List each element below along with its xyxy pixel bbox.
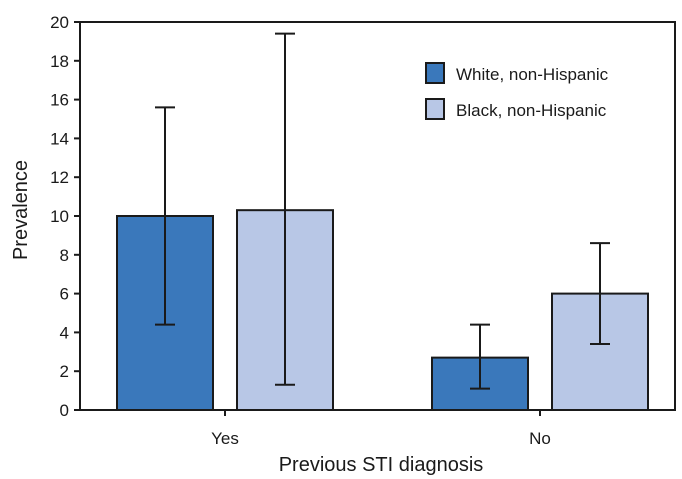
x-tick-label: No xyxy=(529,429,551,448)
y-tick-label: 10 xyxy=(50,207,69,226)
y-tick-label: 20 xyxy=(50,13,69,32)
y-axis: 0 2 4 6 8 10 12 14 16 18 20 xyxy=(50,13,676,420)
x-tick-label: Yes xyxy=(211,429,239,448)
y-tick-label: 18 xyxy=(50,52,69,71)
y-tick-label: 12 xyxy=(50,168,69,187)
x-axis-label: Previous STI diagnosis xyxy=(279,454,484,476)
y-tick-label: 0 xyxy=(60,401,69,420)
y-tick-label: 14 xyxy=(50,129,69,148)
legend-label: Black, non-Hispanic xyxy=(456,101,607,120)
legend: White, non-Hispanic Black, non-Hispanic xyxy=(425,62,609,120)
y-tick-label: 16 xyxy=(50,91,69,110)
bars xyxy=(116,209,649,412)
y-tick-label: 6 xyxy=(60,285,69,304)
x-axis: Yes No xyxy=(211,410,551,448)
error-bars xyxy=(155,32,610,390)
legend-swatch xyxy=(425,62,445,84)
legend-label: White, non-Hispanic xyxy=(456,65,609,84)
y-tick-label: 4 xyxy=(60,323,69,342)
y-tick-label: 8 xyxy=(60,246,69,265)
y-tick-label: 2 xyxy=(60,362,69,381)
y-axis-label: Prevalence xyxy=(10,160,32,260)
legend-swatch xyxy=(425,98,445,120)
